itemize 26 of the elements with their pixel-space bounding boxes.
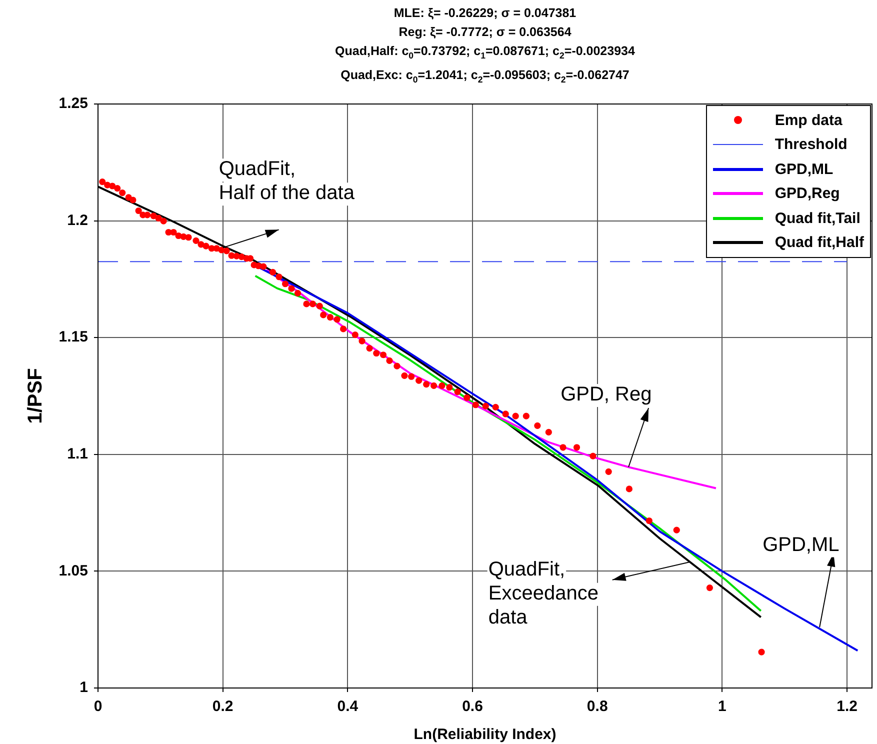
x-axis-title: Ln(Reliability Index) [414,726,556,744]
annotation: QuadFit, Exceedance data [488,558,598,628]
legend-label: Emp data [774,112,842,129]
legend-label: Threshold [774,136,848,154]
x-tick-label: 0.4 [337,698,359,716]
legend-label: GPD,ML [774,160,834,178]
chart-title: MLE: ξ= -0.26229; σ = 0.047381 Reg: ξ= -0.7772; σ = 0.063564 Quad,Half: c$_{0}$=0.73792; c$_{1}$=0.087671; c$_{2}$=-0.0023934 Quad,Exc: c$_{0}$=1.2041; c$_{2}$=-0.095603; c$_{2}$=-0.062747 [335,6,635,84]
y-axis-title: 1/PSF [24,368,47,424]
y-tick-label: 1 [80,679,88,696]
x-tick-label: 0.8 [586,698,608,716]
annotation: GPD,ML [762,534,840,556]
y-tick-label: 1.15 [58,328,88,346]
x-tick-label: 0.2 [212,698,234,716]
x-tick-label: 1 [718,698,726,716]
annotation: QuadFit, Half of the data [218,158,356,204]
y-tick-label: 1.25 [58,95,88,112]
x-tick-label: 0.6 [462,698,483,716]
legend-label: GPD,Reg [774,185,840,202]
x-tick-label: 1.2 [836,698,858,716]
annotation: GPD, Reg [560,384,652,406]
y-tick-label: 1.1 [67,446,88,463]
y-tick-label: 1.05 [58,562,88,580]
x-tick-label: 0 [94,698,102,716]
legend-label: Quad fit,Tail [774,210,860,227]
y-tick-label: 1.2 [67,212,88,229]
legend-label: Quad fit,Half [774,234,864,252]
